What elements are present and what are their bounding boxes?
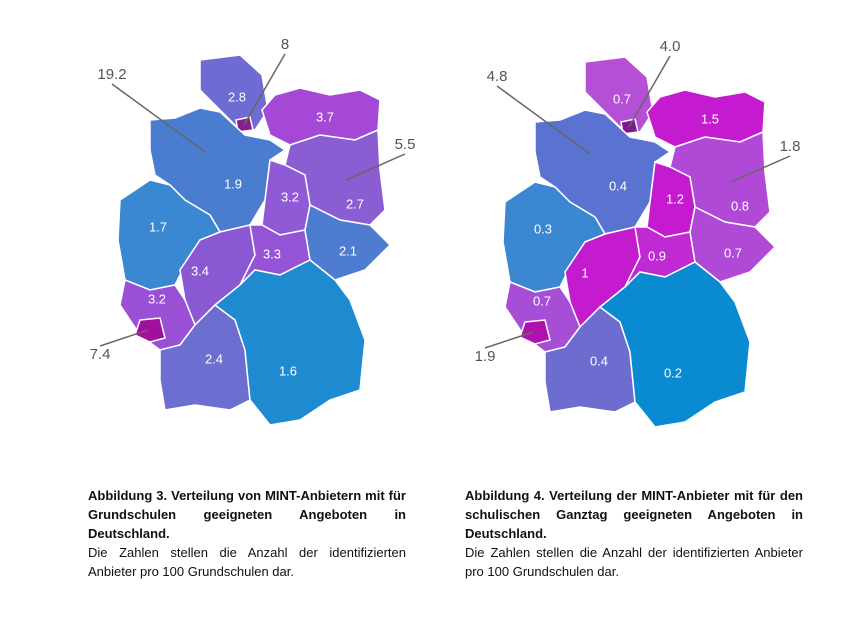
region-label: 3.3 — [263, 246, 281, 261]
region-label: 1.7 — [149, 219, 167, 234]
region-label: 1.5 — [701, 111, 719, 126]
region — [584, 56, 654, 133]
region-label: 0.9 — [648, 248, 666, 263]
callout-line — [496, 85, 591, 155]
region-label: 1.9 — [475, 348, 496, 365]
region-label: 1.8 — [780, 138, 801, 155]
caption: Abbildung 3. Verteilung von MINT-Anbiete… — [88, 486, 406, 581]
region — [689, 205, 777, 283]
region — [304, 203, 392, 281]
region-label: 1.2 — [666, 191, 684, 206]
caption-title: Abbildung 3. Verteilung von MINT-Anbiete… — [88, 488, 406, 541]
region-label: 0.2 — [664, 365, 682, 380]
region-label: 3.2 — [281, 189, 299, 204]
region-label: 0.4 — [609, 178, 627, 193]
region-label: 0.7 — [533, 293, 551, 308]
callout-line — [730, 155, 791, 183]
region-label: 0.4 — [590, 353, 608, 368]
region-label: 1 — [581, 265, 588, 280]
region — [134, 317, 166, 343]
region-label: 2.4 — [205, 351, 223, 366]
region — [261, 87, 381, 146]
callout-line — [484, 331, 534, 349]
region — [519, 319, 551, 345]
region-label: 3.2 — [148, 291, 166, 306]
region-label: 4.8 — [487, 68, 508, 85]
region-label: 0.7 — [724, 245, 742, 260]
region-label: 1.9 — [224, 176, 242, 191]
callout-line — [345, 153, 406, 181]
region-label: 1.6 — [279, 363, 297, 378]
region-label: 2.8 — [228, 89, 246, 104]
callout-line — [243, 53, 286, 126]
caption-text: Die Zahlen stellen die Anzahl der identi… — [88, 545, 406, 579]
region-label: 0.3 — [534, 221, 552, 236]
caption-text: Die Zahlen stellen die Anzahl der identi… — [465, 545, 803, 579]
region — [199, 54, 269, 131]
region-label: 0.7 — [613, 91, 631, 106]
region-label: 2.7 — [346, 196, 364, 211]
region-label: 2.1 — [339, 243, 357, 258]
region-label: 0.8 — [731, 198, 749, 213]
callout-line — [99, 329, 149, 347]
caption: Abbildung 4. Verteilung der MINT-Anbiete… — [465, 486, 803, 581]
region-label: 7.4 — [90, 346, 111, 363]
callout-line — [628, 55, 671, 128]
caption-title: Abbildung 4. Verteilung der MINT-Anbiete… — [465, 488, 803, 541]
callout-line — [111, 83, 206, 153]
region-label: 19.2 — [97, 66, 126, 83]
region-label: 4.0 — [660, 38, 681, 55]
maps: 2.8 8 3.7 19.2 1.9 5.5 2.7 3.2 1.7 3.4 3.3 2.1 3.2 7.… — [90, 36, 801, 428]
region-label: 5.5 — [395, 136, 416, 153]
region — [213, 259, 366, 426]
region-label: 3.4 — [191, 263, 209, 278]
region-label: 8 — [281, 36, 289, 53]
region — [646, 89, 766, 148]
region — [598, 261, 751, 428]
region-label: 3.7 — [316, 109, 334, 124]
